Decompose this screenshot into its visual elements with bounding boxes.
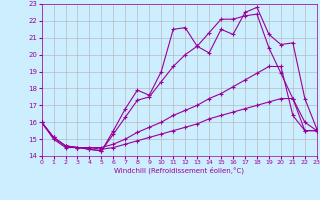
X-axis label: Windchill (Refroidissement éolien,°C): Windchill (Refroidissement éolien,°C) bbox=[114, 167, 244, 174]
